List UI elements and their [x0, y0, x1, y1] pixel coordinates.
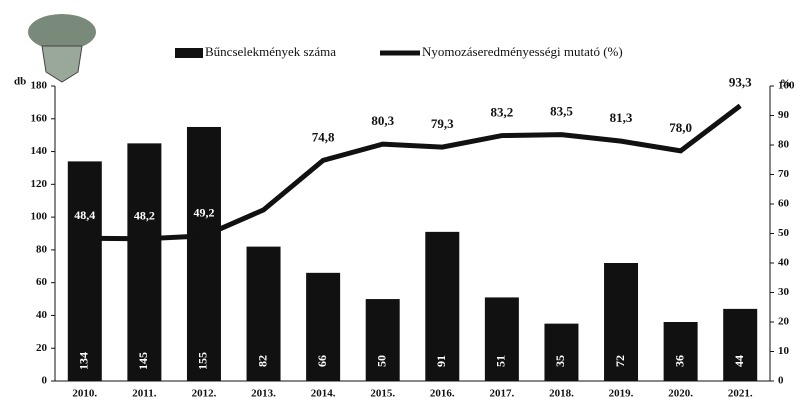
line-value-label: 48,2: [134, 209, 155, 223]
y-tick-label: 40: [36, 309, 48, 321]
y-tick-label: 180: [31, 80, 48, 92]
bar-value-label: 36: [672, 355, 686, 367]
bar: [723, 308, 758, 381]
bar-value-label: 35: [553, 355, 567, 367]
y-tick-label: 100: [31, 211, 48, 223]
y-tick-label: 80: [36, 243, 48, 255]
x-tick-label: 2019.: [609, 388, 634, 400]
y2-tick-label: 60: [778, 198, 790, 210]
bar-value-label: 51: [494, 355, 508, 367]
line-value-label: 74,8: [312, 129, 335, 144]
y2-tick-label: 10: [778, 345, 790, 357]
line-value-label: 49,2: [193, 206, 214, 220]
y2-tick-label: 100: [778, 80, 795, 92]
y-tick-label: 60: [36, 276, 48, 288]
bar-value-label: 66: [315, 355, 329, 367]
bar-value-label: 50: [374, 355, 388, 367]
x-tick-label: 2020.: [668, 388, 693, 400]
line-value-label: 83,5: [550, 104, 573, 119]
x-tick-label: 2013.: [251, 388, 276, 400]
bar: [425, 231, 460, 381]
line-value-label: 48,4: [74, 208, 95, 222]
y-tick-label: 140: [31, 145, 48, 157]
x-tick-label: 2010.: [72, 388, 97, 400]
bar: [186, 126, 221, 381]
bar-value-label: 72: [613, 355, 627, 367]
y-axis-label: db: [14, 76, 26, 88]
bar: [127, 143, 162, 381]
y-tick-label: 0: [42, 375, 48, 387]
bar-value-label: 82: [255, 355, 269, 367]
x-tick-label: 2012.: [192, 388, 217, 400]
bar-value-label: 145: [136, 352, 150, 370]
line-value-label: 80,3: [371, 113, 394, 128]
legend-label: Nyomozáseredményességi mutató (%): [422, 44, 623, 59]
bar-value-label: 134: [77, 352, 91, 370]
line-value-label: 83,2: [491, 105, 514, 120]
legend-label: Bűncselekmények száma: [205, 44, 336, 59]
bar-value-label: 91: [434, 355, 448, 367]
line-value-label: 79,3: [431, 116, 454, 131]
y2-tick-label: 40: [778, 257, 790, 269]
bar: [246, 246, 281, 381]
bar-value-label: 155: [196, 352, 210, 370]
x-tick-label: 2011.: [132, 388, 156, 400]
bar: [663, 322, 698, 381]
y2-tick-label: 0: [778, 375, 784, 387]
x-tick-label: 2015.: [370, 388, 395, 400]
x-tick-label: 2014.: [311, 388, 336, 400]
y2-axis-label: %: [780, 78, 791, 90]
y2-tick-label: 80: [778, 139, 790, 151]
logo: [28, 14, 96, 83]
line-value-label: 81,3: [610, 110, 633, 125]
x-tick-label: 2016.: [430, 388, 455, 400]
y2-tick-label: 50: [778, 227, 790, 239]
line-value-label: 78,0: [669, 120, 692, 135]
bar: [365, 299, 400, 381]
x-tick-label: 2017.: [490, 388, 515, 400]
bar: [67, 161, 102, 381]
y2-tick-label: 90: [778, 109, 790, 121]
bar: [544, 323, 579, 381]
bar: [306, 272, 341, 381]
y-tick-label: 20: [36, 342, 48, 354]
line-value-label: 93,3: [729, 75, 752, 90]
bar: [484, 297, 519, 381]
line: [84, 103, 742, 242]
legend-swatch: [175, 48, 203, 58]
bar: [604, 263, 639, 381]
y2-tick-label: 20: [778, 316, 790, 328]
y-tick-label: 160: [31, 112, 48, 124]
y2-tick-label: 30: [778, 286, 790, 298]
y-tick-label: 120: [31, 178, 48, 190]
bar-value-label: 44: [732, 355, 746, 367]
x-tick-label: 2021.: [728, 388, 753, 400]
x-tick-label: 2018.: [549, 388, 574, 400]
y2-tick-label: 70: [778, 168, 790, 180]
